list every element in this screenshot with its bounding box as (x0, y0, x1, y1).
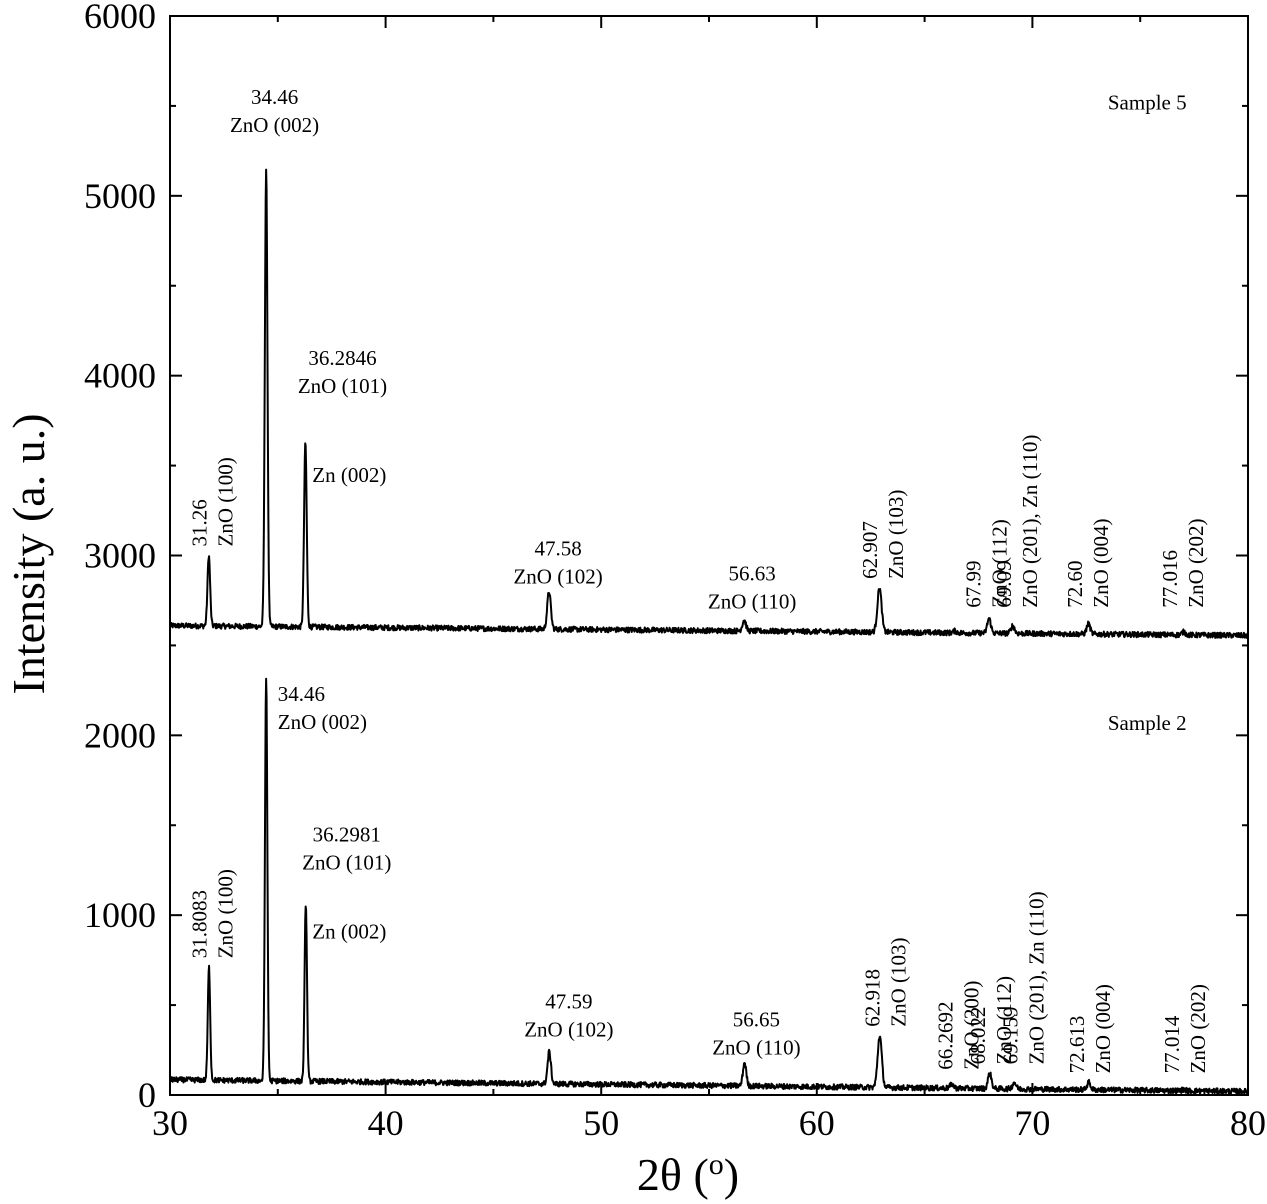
peak-annotation-line: ZnO (004) (1089, 518, 1113, 607)
peak-annotation-line: ZnO (101) (298, 374, 387, 398)
x-axis-title-close: ) (724, 1149, 739, 1200)
peak-annotation: 72.60ZnO (004) (1063, 518, 1113, 607)
x-axis-title-text: 2θ ( (637, 1149, 709, 1200)
x-tick-label: 60 (799, 1103, 835, 1143)
peak-annotation-line: 77.016 (1158, 550, 1182, 608)
peak-annotation-line: Zn (002) (312, 920, 386, 944)
peak-annotation-line: 68.022 (966, 1007, 990, 1065)
peak-annotation-line: ZnO (102) (513, 565, 602, 589)
x-axis-title: 2θ (o) (637, 1148, 739, 1200)
peak-annotation: 62.918ZnO (103) (860, 937, 910, 1026)
peak-annotation: 56.63 ZnO (110) (708, 562, 796, 614)
y-tick-label: 0 (138, 1075, 156, 1115)
x-tick-label: 40 (368, 1103, 404, 1143)
peak-annotation-line: ZnO (200) (960, 981, 984, 1070)
peak-annotation-line: 69.09 (992, 560, 1016, 607)
peak-annotation: 36.2981 ZnO (101) (302, 822, 391, 874)
peak-annotation-line: Zn (002) (312, 463, 386, 487)
peak-annotation: 47.59 ZnO (102) (524, 990, 613, 1042)
peak-annotation-line: ZnO (110) (712, 1036, 800, 1060)
peak-annotation-line: ZnO (201), Zn (110) (1024, 891, 1048, 1064)
peak-annotation: 62.907ZnO (103) (858, 490, 908, 579)
series-line-1 (169, 168, 1249, 639)
peak-annotation-line: ZnO (004) (1091, 984, 1115, 1073)
x-tick-label: 70 (1014, 1103, 1050, 1143)
series-label: Sample 2 (1108, 711, 1187, 735)
y-tick-label: 6000 (84, 0, 156, 36)
peak-annotation: 34.46 ZnO (002) (278, 682, 367, 734)
x-tick-label: 50 (583, 1103, 619, 1143)
y-axis-title: Intensity (a. u.) (3, 413, 54, 694)
peak-annotation-line: 31.8083 (188, 890, 212, 958)
peak-annotation-line: 34.46 (251, 85, 298, 109)
peak-annotation-line: 62.918 (860, 969, 884, 1027)
peak-annotation-line: ZnO (100) (214, 869, 238, 958)
peak-annotation-line: ZnO (101) (302, 850, 391, 874)
peak-annotation: 66.2692ZnO (200) (934, 981, 984, 1070)
peak-annotation-line: 66.2692 (934, 1002, 958, 1070)
series-layer (169, 168, 1249, 1096)
peak-annotation: 77.016ZnO (202) (1158, 518, 1208, 607)
peak-annotation: 47.58 ZnO (102) (513, 537, 602, 589)
peak-annotation-line: 36.2846 (308, 346, 376, 370)
peak-annotation: 31.8083ZnO (100) (188, 869, 238, 958)
peak-annotation-line: 31.26 (188, 499, 212, 546)
peak-annotation-line: ZnO (201), Zn (110) (1018, 435, 1042, 608)
peak-annotation-line: 47.58 (534, 537, 581, 561)
peak-annotation: 34.46 ZnO (002) (230, 85, 319, 137)
series-line-2 (169, 677, 1249, 1096)
peak-annotation: 77.014ZnO (202) (1160, 984, 1210, 1073)
peak-annotation-line: 47.59 (545, 990, 592, 1014)
peak-annotation-line: 34.46 (278, 682, 325, 706)
peak-annotation: Zn (002) (312, 463, 386, 487)
peak-annotation: 72.613ZnO (004) (1065, 984, 1115, 1073)
peak-annotation-line: 36.2981 (313, 822, 381, 846)
tick-layer: 30 40 50 60 70 80 0 1000 2000 3000 4000 5000 6000 (84, 0, 1266, 1143)
peak-annotation: 69.159ZnO (201), Zn (110) (998, 891, 1048, 1064)
x-axis-title-superscript: o (709, 1148, 724, 1181)
peak-annotation-line: ZnO (002) (278, 710, 367, 734)
peak-annotation: 56.65 ZnO (110) (712, 1008, 800, 1060)
peak-annotation-line: 72.613 (1065, 1016, 1089, 1074)
x-tick-label: 80 (1230, 1103, 1266, 1143)
peak-annotation-line: 77.014 (1160, 1015, 1184, 1073)
peak-annotation: 69.09ZnO (201), Zn (110) (992, 435, 1042, 608)
peak-annotation: 68.022ZnO (112) (966, 976, 1016, 1064)
y-tick-label: 4000 (84, 356, 156, 396)
peak-annotation: 31.26ZnO (100) (188, 457, 238, 546)
annotation-layer: Sample 5 Sample 2 34.46 ZnO (002) 36.2846 ZnO… (188, 85, 1210, 1073)
peak-annotation-line: 67.99 (962, 560, 986, 607)
peak-annotation-line: ZnO (202) (1184, 518, 1208, 607)
peak-annotation-line: ZnO (002) (230, 113, 319, 137)
peak-annotation-line: ZnO (103) (884, 490, 908, 579)
peak-annotation: 36.2846 ZnO (101) (298, 346, 387, 398)
series-label: Sample 5 (1108, 91, 1187, 115)
y-tick-label: 3000 (84, 536, 156, 576)
peak-annotation-line: ZnO (102) (524, 1018, 613, 1042)
peak-annotation-line: 56.65 (733, 1008, 780, 1032)
peak-annotation-line: ZnO (112) (992, 976, 1016, 1064)
y-tick-label: 5000 (84, 176, 156, 216)
peak-annotation: Zn (002) (312, 920, 386, 944)
y-tick-label: 2000 (84, 715, 156, 755)
peak-annotation-line: 69.159 (998, 1007, 1022, 1065)
x-tick-label: 30 (152, 1103, 188, 1143)
peak-annotation-line: 56.63 (728, 562, 775, 586)
peak-annotation-line: ZnO (110) (708, 590, 796, 614)
peak-annotation-line: ZnO (202) (1186, 984, 1210, 1073)
y-tick-label: 1000 (84, 895, 156, 935)
peak-annotation-line: ZnO (103) (886, 937, 910, 1026)
peak-annotation: 67.99ZnO (112) (962, 519, 1012, 607)
peak-annotation-line: ZnO (112) (988, 519, 1012, 607)
peak-annotation-line: 72.60 (1063, 560, 1087, 607)
peak-annotation-line: 62.907 (858, 521, 882, 579)
peak-annotation-line: ZnO (100) (214, 457, 238, 546)
